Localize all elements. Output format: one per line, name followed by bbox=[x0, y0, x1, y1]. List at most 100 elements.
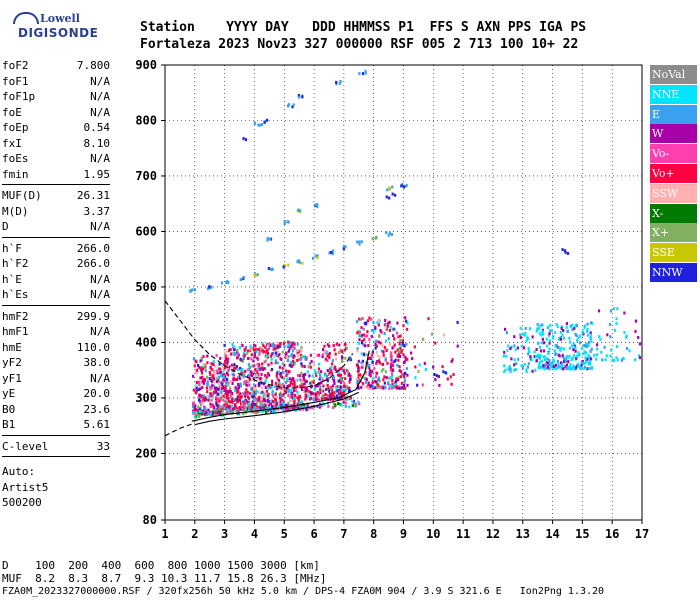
echo-point bbox=[358, 334, 361, 338]
echo-point bbox=[200, 369, 203, 373]
echo-point bbox=[202, 394, 206, 398]
echo-point bbox=[304, 389, 308, 393]
echo-point bbox=[300, 357, 303, 361]
param-value: N/A bbox=[90, 74, 110, 88]
echo-point bbox=[218, 382, 221, 386]
plot-grid bbox=[165, 65, 642, 520]
echo-point bbox=[571, 328, 574, 332]
echo-point bbox=[305, 408, 308, 412]
echo-point bbox=[254, 368, 257, 372]
echo-point bbox=[377, 376, 381, 380]
echo-point bbox=[278, 365, 282, 369]
echo-point bbox=[252, 390, 255, 394]
echo-point bbox=[245, 380, 248, 384]
echo-point bbox=[288, 384, 292, 387]
echo-point bbox=[570, 344, 574, 348]
echo-point bbox=[191, 288, 194, 292]
echo-point bbox=[392, 334, 395, 338]
echo-point bbox=[268, 346, 271, 350]
echo-point bbox=[312, 256, 315, 260]
echo-point bbox=[356, 331, 359, 335]
echo-point bbox=[402, 185, 406, 189]
echo-point bbox=[530, 358, 533, 362]
echo-point bbox=[615, 317, 618, 321]
echo-point bbox=[217, 387, 220, 391]
echo-point bbox=[364, 71, 367, 75]
echo-point bbox=[305, 380, 308, 383]
echo-point bbox=[444, 371, 447, 375]
echo-point bbox=[250, 406, 253, 410]
echo-point bbox=[195, 371, 198, 375]
echo-point bbox=[301, 355, 304, 359]
echo-point bbox=[376, 383, 379, 387]
param-row: M(D) 3.37 bbox=[2, 204, 110, 220]
echo-point bbox=[236, 348, 239, 352]
echo-point bbox=[587, 362, 590, 366]
echo-point bbox=[378, 359, 381, 363]
echo-point bbox=[313, 387, 317, 391]
echo-point bbox=[391, 382, 394, 386]
echo-point bbox=[239, 372, 242, 376]
echo-point bbox=[339, 80, 342, 83]
echo-point bbox=[258, 381, 261, 385]
echo-point bbox=[306, 392, 309, 396]
y-tick-label: 900 bbox=[135, 58, 157, 72]
param-name: yE bbox=[2, 387, 16, 400]
echo-point bbox=[388, 320, 391, 324]
echo-point bbox=[371, 386, 374, 390]
echo-point bbox=[370, 334, 373, 338]
echo-point bbox=[566, 330, 569, 333]
echo-point bbox=[535, 359, 538, 363]
echo-point bbox=[256, 374, 259, 378]
echo-point bbox=[450, 359, 453, 363]
echo-point bbox=[625, 334, 628, 338]
param-value: N/A bbox=[90, 272, 110, 286]
echo-point bbox=[263, 392, 266, 396]
param-name: yF2 bbox=[2, 356, 22, 369]
echo-point bbox=[335, 386, 338, 390]
echo-point bbox=[572, 342, 575, 346]
echo-point bbox=[386, 324, 390, 328]
echo-point bbox=[449, 375, 452, 379]
echo-point bbox=[289, 345, 292, 349]
echo-point bbox=[328, 351, 331, 355]
echo-point bbox=[287, 355, 290, 359]
param-row: C-level 33 bbox=[2, 439, 110, 455]
echo-point bbox=[541, 337, 544, 341]
echo-point bbox=[192, 374, 195, 378]
echo-point bbox=[344, 401, 347, 405]
echo-point bbox=[312, 397, 315, 401]
echo-point bbox=[504, 368, 507, 372]
echo-point bbox=[332, 401, 335, 405]
echo-point bbox=[564, 358, 567, 362]
echo-point bbox=[378, 361, 382, 365]
echo-point bbox=[509, 347, 512, 350]
echo-point bbox=[514, 368, 517, 371]
echo-point bbox=[328, 371, 331, 375]
echo-point bbox=[637, 354, 641, 358]
echo-point bbox=[336, 389, 339, 393]
echo-point bbox=[637, 336, 640, 339]
echo-point bbox=[588, 367, 591, 370]
echo-point bbox=[226, 403, 229, 407]
echo-point bbox=[541, 323, 544, 327]
echo-point bbox=[239, 384, 242, 388]
echo-point bbox=[206, 394, 209, 398]
echo-point bbox=[272, 342, 275, 346]
echo-point bbox=[349, 358, 352, 362]
echo-point bbox=[524, 326, 527, 330]
echo-point bbox=[291, 396, 294, 400]
echo-point bbox=[226, 400, 229, 404]
echo-point bbox=[394, 193, 397, 197]
echo-point bbox=[519, 336, 522, 340]
echo-point bbox=[523, 333, 526, 337]
echo-point bbox=[395, 377, 398, 381]
echo-point bbox=[535, 348, 538, 351]
echo-point bbox=[456, 344, 459, 348]
echo-point bbox=[318, 362, 321, 366]
echo-point bbox=[256, 356, 259, 360]
echo-point bbox=[257, 390, 260, 394]
echo-point bbox=[202, 397, 205, 400]
echo-point bbox=[335, 390, 338, 394]
echo-point bbox=[406, 321, 409, 325]
